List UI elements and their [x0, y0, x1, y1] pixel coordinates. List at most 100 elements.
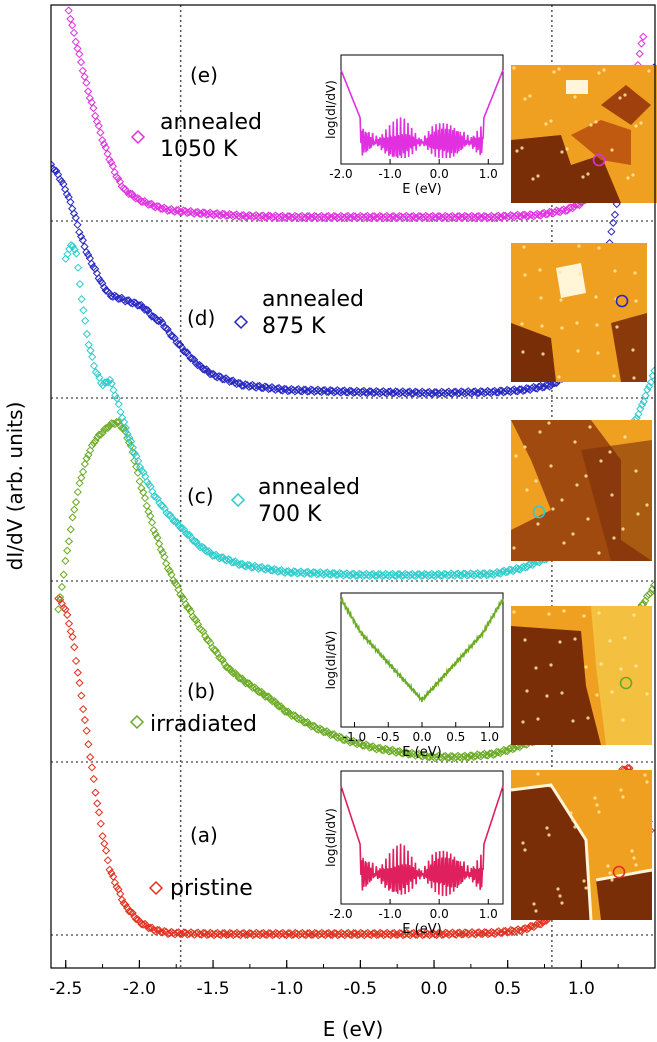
data-point: [213, 649, 222, 658]
data-point: [526, 559, 535, 569]
data-point: [225, 377, 234, 386]
data-point: [345, 386, 354, 395]
data-point: [183, 348, 192, 357]
data-point: [644, 590, 653, 599]
data-point: [156, 316, 165, 325]
data-point: [425, 570, 435, 580]
inset-ylabel: log(dI/dV): [324, 631, 338, 690]
data-point: [151, 203, 160, 212]
data-point: [375, 928, 385, 938]
data-point: [465, 212, 475, 222]
data-point: [360, 741, 369, 750]
data-point: [575, 200, 584, 210]
data-point: [347, 213, 356, 223]
data-point: [360, 571, 369, 580]
data-point: [106, 292, 116, 301]
series-name-b: irradiated: [150, 712, 257, 737]
data-point: [124, 907, 134, 916]
data-point: [466, 929, 475, 938]
data-point: [304, 387, 314, 396]
inset-e: -2.0 -1.0 0.0 1.0 E (eV) log(dI/dV): [324, 54, 504, 197]
data-point: [75, 479, 84, 488]
data-point: [506, 925, 516, 935]
data-point: [153, 925, 162, 935]
data-point: [314, 569, 323, 578]
data-point: [66, 197, 75, 207]
data-point: [241, 380, 250, 389]
data-point: [328, 568, 337, 578]
data-point: [71, 656, 81, 666]
data-point: [381, 744, 390, 753]
data-point: [172, 518, 182, 527]
data-point: [98, 136, 107, 145]
data-point: [142, 305, 151, 314]
data-point: [379, 746, 388, 755]
data-point: [51, 166, 59, 175]
data-point: [225, 928, 234, 938]
data-point: [459, 930, 468, 939]
data-point: [639, 32, 648, 41]
data-point: [154, 317, 163, 326]
data-point: [223, 663, 233, 672]
data-point: [420, 569, 429, 579]
data-point: [372, 386, 381, 396]
series-name-a: pristine: [170, 876, 253, 901]
data-point: [121, 423, 130, 432]
data-point: [64, 6, 73, 15]
inset-ylabel: log(dI/dV): [324, 808, 338, 867]
data-point: [294, 568, 304, 577]
inset-tick-label: 0.5: [446, 730, 465, 744]
data-point: [401, 569, 410, 578]
data-point: [111, 391, 120, 400]
data-point: [260, 382, 270, 391]
series-name-c: annealed 700 K: [258, 475, 360, 527]
data-point: [178, 930, 187, 939]
data-point: [269, 212, 278, 222]
data-point: [473, 750, 482, 759]
data-point: [280, 384, 289, 393]
data-point: [114, 400, 123, 409]
data-point: [425, 752, 434, 762]
x-tick-label: 0.5: [494, 979, 521, 999]
data-point: [522, 384, 531, 393]
data-point: [406, 750, 415, 759]
data-point: [192, 537, 201, 547]
data-point: [349, 211, 358, 221]
data-point: [437, 387, 446, 396]
data-point: [234, 560, 244, 570]
data-point: [427, 751, 436, 760]
data-point: [64, 537, 74, 546]
data-point: [165, 510, 175, 520]
data-point: [462, 388, 471, 397]
x-tick-label: -1.0: [270, 979, 303, 999]
data-point: [289, 213, 298, 222]
data-point: [198, 208, 208, 217]
data-point: [75, 279, 84, 289]
data-point: [335, 930, 344, 939]
data-point: [126, 298, 135, 307]
data-point: [481, 388, 490, 397]
data-point: [124, 189, 133, 199]
inset-curve: [340, 785, 504, 897]
inset-curve: [340, 596, 504, 703]
data-point: [298, 715, 307, 725]
data-point: [185, 530, 194, 539]
data-point: [231, 929, 240, 939]
data-point: [446, 751, 455, 761]
series-name-d: annealed 875 K: [262, 287, 364, 339]
data-point: [464, 570, 473, 579]
x-tick-label: -0.5: [344, 979, 377, 999]
data-point: [54, 605, 63, 614]
data-point: [94, 121, 103, 131]
data-point: [94, 430, 104, 439]
data-point: [86, 446, 95, 455]
data-point: [158, 501, 168, 511]
data-point: [105, 375, 115, 384]
data-point: [96, 819, 105, 828]
tip-position-marker: [592, 153, 606, 167]
data-point: [566, 203, 575, 212]
data-point: [306, 385, 315, 394]
data-point: [175, 340, 185, 349]
data-point: [198, 365, 208, 374]
data-point: [211, 646, 220, 655]
